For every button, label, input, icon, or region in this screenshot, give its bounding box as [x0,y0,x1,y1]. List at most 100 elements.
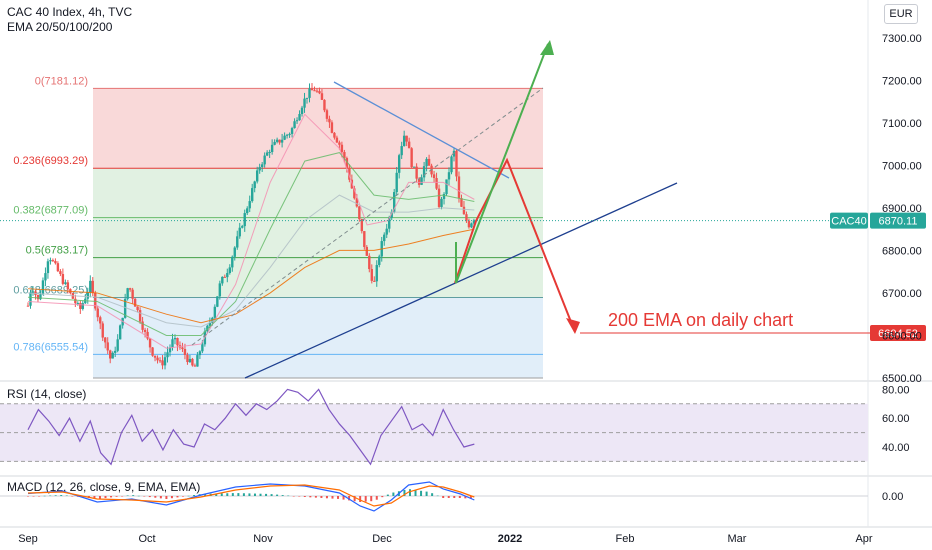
candle-body [335,137,339,143]
macd-histogram-bar [276,494,279,496]
candle-body [251,188,254,202]
candle-body [415,166,418,179]
price-tick-label: 6900.00 [882,203,922,215]
candle-body [161,360,164,366]
candle-body [467,220,471,228]
ema-line [27,113,475,349]
macd-histogram-bar [337,496,340,499]
candle-body [420,177,423,185]
symbol-label: CAC40 [831,216,866,228]
symbol-label-bg [830,212,868,229]
candle-body [221,276,224,284]
candle-body [44,273,47,281]
red-arrow-head [566,318,580,334]
candle-body [343,152,346,159]
candle-body [450,156,453,173]
candle-body [320,93,324,100]
candle-body [432,174,436,179]
macd-histogram-bar [143,496,146,497]
fib-level-label: 0(7181.12) [35,75,88,87]
macd-histogram-bar [425,491,428,496]
candle-body [300,107,304,115]
candle-body [146,331,149,339]
candle-body [193,365,197,367]
candle-body [156,357,159,361]
candle-body [460,198,463,207]
fib-zone [93,88,543,169]
candle-body [437,188,441,207]
candle-body [363,231,366,247]
macd-histogram-bar [292,496,295,497]
candle-body [196,355,199,367]
time-tick-label: Nov [253,533,273,545]
time-tick-label: 2022 [498,533,522,545]
candle-body [402,135,406,147]
candle-body [54,261,57,264]
time-tick-label: Mar [728,533,747,545]
candle-body [158,360,162,362]
candle-body [226,272,229,278]
ema-legend: EMA 20/50/100/200 [7,20,113,34]
price-tick-label: 7300.00 [882,33,922,45]
candle-body [445,179,448,194]
candle-body [470,223,473,228]
candle-body [163,357,167,366]
candle-body [355,198,359,207]
candle-body [96,308,99,318]
candle-body [310,88,314,91]
candle-body [216,296,219,307]
macd-histogram-bar [27,496,29,497]
candle-body [425,158,428,167]
candle-body [238,227,241,237]
time-tick-label: Feb [616,533,635,545]
descending-trendline [333,81,510,179]
candle-body [183,349,187,355]
macd-histogram-bar [126,495,129,496]
fib-level-label: 0.236(6993.29) [13,155,88,167]
candle-body [51,260,55,262]
candle-body [407,141,411,149]
macd-histogram-bar [453,496,456,498]
signal-line [27,484,475,507]
candle-body [283,135,286,140]
candle-body [465,214,468,221]
candle-body [427,158,431,166]
last-price-label: 6870.11 [879,216,918,228]
macd-histogram-bar [353,496,356,502]
macd-histogram-bar [364,496,367,502]
macd-histogram-bar [386,494,389,496]
macd-histogram-bar [220,493,223,496]
candle-body [91,280,94,293]
candle-body [315,90,319,92]
candle-body [66,282,70,290]
macd-histogram-bar [325,496,328,499]
macd-histogram-bar [170,496,173,499]
candle-body [338,142,341,145]
candle-body [106,342,109,351]
candle-body [340,144,344,153]
candle-body [280,139,284,143]
macd-histogram-bar [375,496,378,500]
candle-body [166,352,169,358]
candle-body [393,192,396,212]
candle-body [201,344,204,352]
macd-histogram-bar [154,496,157,498]
candle-body [101,323,104,338]
macd-histogram-bar [115,496,118,497]
candle-body [390,211,393,218]
candle-body [400,146,403,156]
candle-body [353,188,356,199]
candle-body [213,306,217,318]
candle-body [36,294,40,300]
macd-histogram-bar [436,495,439,497]
candle-body [285,134,289,136]
candle-body [218,283,222,297]
candle-body [111,352,114,359]
candle-body [462,206,466,215]
macd-histogram-bar [408,489,411,496]
candle-body [373,280,376,282]
currency-button[interactable]: EUR [884,4,918,24]
candle-body [330,122,334,133]
candle-body [231,256,234,268]
candle-body [397,155,401,173]
